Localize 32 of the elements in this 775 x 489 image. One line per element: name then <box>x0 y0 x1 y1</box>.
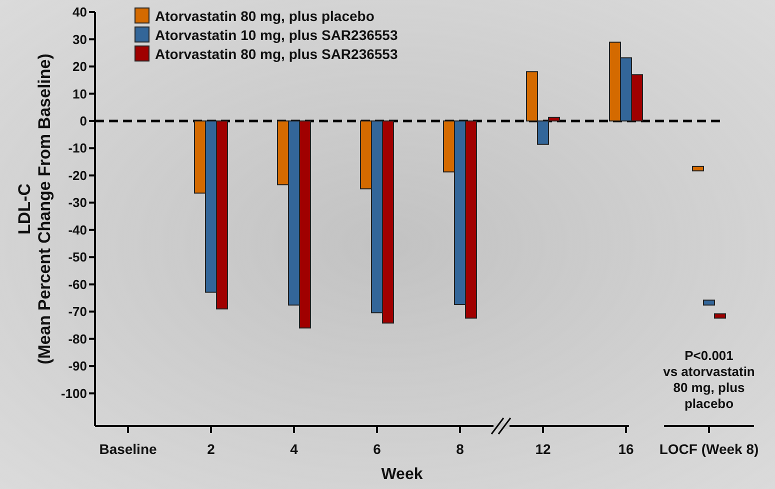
x-tick-label: 6 <box>373 441 382 457</box>
y-tick-label: -10 <box>68 140 87 156</box>
y-tick-label: 10 <box>72 86 87 102</box>
legend-label: Atorvastatin 10 mg, plus SAR236553 <box>155 26 398 43</box>
y-tick-label: 30 <box>72 32 87 47</box>
y-tick-label: -50 <box>68 250 87 265</box>
x-tick-label: 16 <box>618 441 634 457</box>
y-tick-label: -80 <box>68 331 87 346</box>
bar <box>703 300 715 306</box>
y-tick-label: -70 <box>68 304 87 320</box>
annotation: P<0.001 vs atorvastatin 80 mg, plus placebo <box>663 348 755 411</box>
bar <box>692 166 704 172</box>
y-tick-label: 0 <box>80 113 87 128</box>
y-tick-label: -60 <box>68 276 87 292</box>
y-tick-label: 20 <box>72 59 87 74</box>
x-tick-label: Baseline <box>99 441 158 457</box>
legend-label: Atorvastatin 80 mg, plus placebo <box>155 8 374 24</box>
y-tick-label: -90 <box>68 358 87 374</box>
y-tick-label: -30 <box>68 195 87 210</box>
x-axis-title: Week <box>381 466 423 483</box>
x-tick-label: LOCF (Week 8) <box>659 441 759 457</box>
y-tick-label: -100 <box>60 386 87 401</box>
y-tick-label: 40 <box>72 4 87 20</box>
x-tick-label: 8 <box>456 441 464 457</box>
y-tick-label: -40 <box>68 222 87 238</box>
x-tick-label: 12 <box>535 441 551 457</box>
legend-label: Atorvastatin 80 mg, plus SAR236553 <box>155 46 398 62</box>
bar <box>714 313 726 319</box>
x-tick-label: 2 <box>207 441 216 457</box>
x-tick-label: 4 <box>290 441 298 457</box>
y-tick-label: -20 <box>68 168 87 183</box>
y-axis-title: LDL-C (Mean Percent Change From Baseline) <box>15 54 54 364</box>
